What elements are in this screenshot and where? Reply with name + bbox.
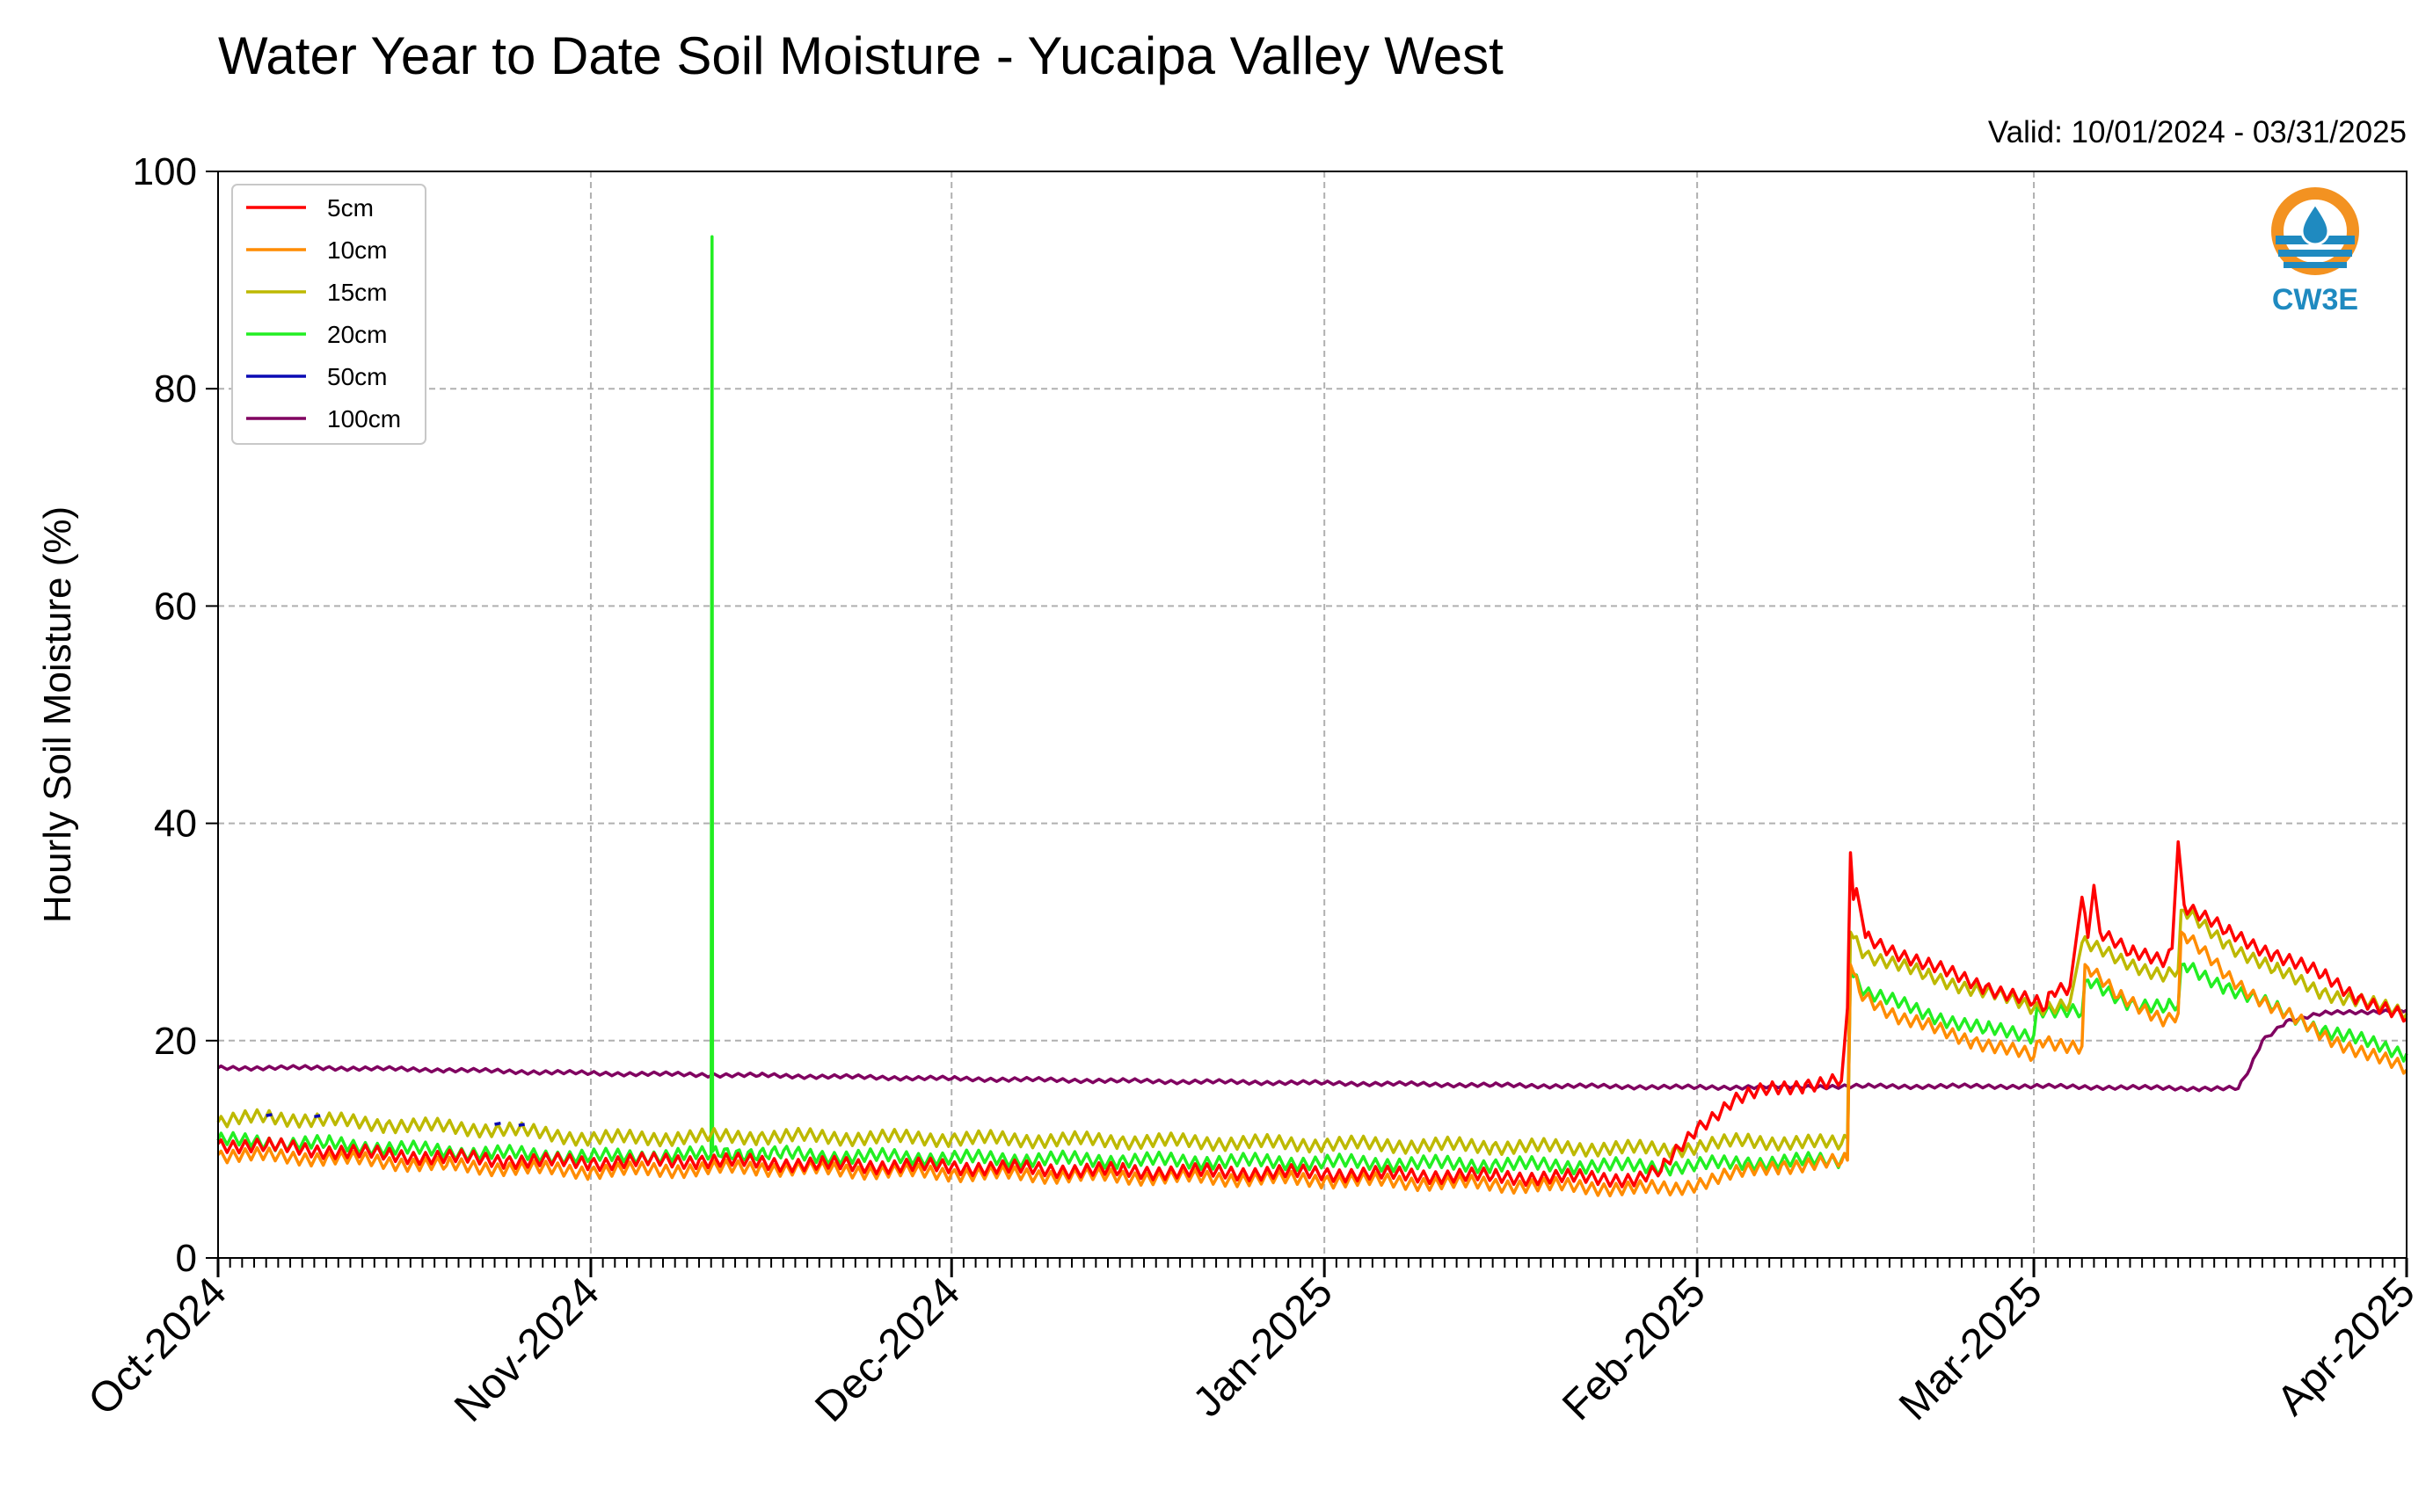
y-tick-label: 80 <box>154 367 197 411</box>
logo-waves-icon <box>2276 236 2355 268</box>
grid-lines <box>218 171 2407 1258</box>
legend-label-10cm: 10cm <box>327 236 387 264</box>
legend-label-20cm: 20cm <box>327 321 387 348</box>
legend-label-50cm: 50cm <box>327 363 387 390</box>
chart-title: Water Year to Date Soil Moisture - Yucai… <box>218 26 1504 85</box>
legend-label-5cm: 5cm <box>327 194 374 222</box>
logo-drop-icon <box>2300 201 2330 246</box>
y-tick-label: 20 <box>154 1020 197 1063</box>
chart-subtitle: Valid: 10/01/2024 - 03/31/2025 <box>1988 115 2407 149</box>
series-line-5cm <box>216 840 2408 1189</box>
legend: 5cm 10cm 15cm 20cm 50cm 100cm <box>231 184 426 445</box>
cw3e-logo: CW3E <box>2271 187 2359 316</box>
series-line-50cm <box>266 1113 526 1127</box>
series-line-100cm <box>217 1007 2408 1093</box>
y-axis-label: Hourly Soil Moisture (%) <box>36 506 79 923</box>
y-tick-label: 0 <box>176 1237 197 1280</box>
logo-text: CW3E <box>2272 283 2358 316</box>
series-lines <box>216 235 2408 1198</box>
legend-label-15cm: 15cm <box>327 279 387 306</box>
series-line-15cm <box>216 908 2408 1159</box>
y-tick-label: 60 <box>154 585 197 628</box>
series-line-10cm <box>216 930 2408 1198</box>
y-tick-label: 100 <box>133 150 197 193</box>
y-tick-label: 40 <box>154 803 197 846</box>
logo-ring-icon <box>2271 187 2359 275</box>
legend-label-100cm: 100cm <box>327 405 401 433</box>
axis-ticks <box>206 171 2408 1277</box>
